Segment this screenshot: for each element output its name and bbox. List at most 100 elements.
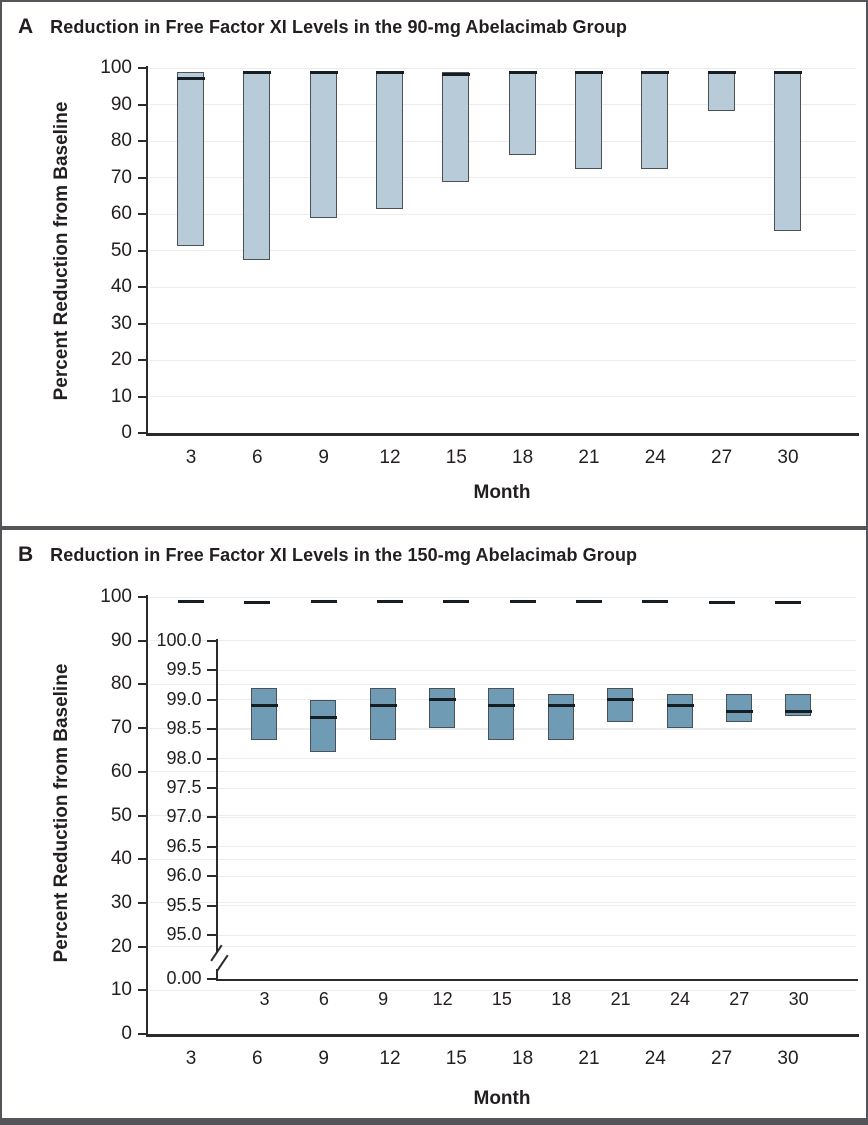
- x-tick-label: 6: [252, 1048, 263, 1069]
- box-month-21: [575, 71, 602, 170]
- y-tick-label: 100: [100, 57, 132, 78]
- y-tick-label: 90: [110, 93, 132, 115]
- x-axis: [145, 433, 859, 436]
- inset-median-month-6: [310, 715, 338, 719]
- x-tick-label: 6: [252, 447, 263, 468]
- x-tick-label: 18: [512, 1048, 534, 1069]
- grid-line: [150, 104, 856, 105]
- inset-y-tick: [206, 934, 216, 936]
- x-tick-label: 18: [512, 447, 534, 468]
- y-tick-label: 60: [110, 760, 132, 782]
- grid-line: [150, 323, 856, 324]
- inset-grid-line: [217, 758, 856, 760]
- median-month-6: [243, 70, 272, 74]
- inset-y-tick-label: 97.5: [166, 777, 202, 797]
- x-tick-label: 24: [644, 1048, 666, 1069]
- median-month-24: [641, 70, 670, 74]
- median-month-12: [377, 599, 403, 603]
- grid-line: [150, 250, 856, 251]
- inset-x-tick-label: 6: [318, 989, 329, 1009]
- median-month-15: [443, 600, 470, 604]
- inset-box-month-24: [666, 693, 693, 729]
- x-tick-label: 3: [185, 447, 197, 468]
- inset-median-month-3: [251, 704, 278, 708]
- inset-y-tick: [206, 728, 216, 731]
- panel-b-x-axis-label: Month: [473, 1088, 531, 1109]
- inset-y-tick-label: 100.0: [156, 630, 202, 650]
- inset-box-month-6: [310, 699, 337, 752]
- x-tick-label: 21: [578, 447, 600, 468]
- y-tick: [137, 249, 146, 252]
- box-month-9: [309, 71, 337, 219]
- inset-box-month-12: [429, 688, 456, 729]
- grid-line: [150, 596, 856, 598]
- inset-y-axis: [215, 639, 218, 952]
- x-tick-label: 12: [379, 447, 401, 468]
- y-tick-label: 50: [110, 239, 132, 261]
- grid-line: [150, 858, 856, 860]
- median-month-3: [178, 600, 204, 604]
- y-tick-label: 0: [121, 1023, 132, 1044]
- grid-line: [150, 946, 856, 948]
- inset-y-tick-label: 95.5: [166, 894, 202, 915]
- grid-line: [150, 815, 856, 816]
- x-tick-label: 30: [777, 447, 799, 468]
- inset-y-tick: [206, 845, 216, 848]
- box-month-15: [442, 71, 470, 182]
- inset-y-tick: [206, 978, 216, 980]
- inset-x-tick-label: 9: [378, 989, 389, 1009]
- median-month-27: [707, 70, 736, 74]
- inset-median-month-24: [666, 704, 694, 708]
- inset-box-month-21: [607, 688, 634, 723]
- inset-grid-line: [217, 699, 856, 701]
- inset-x-tick-label: 12: [432, 989, 453, 1009]
- median-month-18: [508, 70, 537, 74]
- x-tick-label: 30: [777, 1048, 799, 1069]
- y-axis: [145, 595, 148, 1036]
- inset-median-month-27: [725, 710, 753, 714]
- panel-a-letter: A: [18, 15, 34, 38]
- box-month-24: [641, 71, 669, 170]
- y-tick-label: 0: [121, 422, 132, 443]
- median-month-30: [774, 70, 802, 74]
- inset-median-month-15: [488, 704, 516, 708]
- panel-b-title: Reduction in Free Factor XI Levels in th…: [50, 545, 638, 565]
- inset-box-month-27: [725, 693, 752, 723]
- inset-box-month-15: [488, 688, 515, 740]
- inset-y-tick-label: 0.00: [166, 968, 202, 988]
- y-tick: [137, 814, 146, 817]
- inset-median-month-30: [785, 710, 813, 714]
- inset-grid-line: [217, 875, 856, 877]
- y-tick-label: 10: [110, 385, 132, 407]
- panel-b-y-axis-label: Percent Reduction from Baseline: [51, 663, 72, 963]
- inset-grid-line: [217, 846, 856, 848]
- x-tick-label: 24: [644, 447, 666, 468]
- inset-median-month-18: [547, 704, 575, 708]
- x-axis: [145, 1034, 859, 1037]
- box-month-30: [774, 71, 801, 232]
- panel-b: B Reduction in Free Factor XI Levels in …: [0, 528, 868, 1125]
- y-tick: [137, 989, 146, 992]
- y-tick-label: 90: [110, 629, 132, 651]
- panel-b-title-row: B Reduction in Free Factor XI Levels in …: [2, 530, 866, 567]
- y-tick-label: 40: [110, 276, 132, 297]
- y-tick: [137, 322, 146, 325]
- box-month-6: [243, 71, 271, 261]
- x-tick-label: 21: [578, 1048, 600, 1069]
- inset-grid-line: [217, 787, 856, 789]
- grid-line: [150, 396, 856, 397]
- y-tick-label: 50: [110, 804, 132, 826]
- x-tick-label: 3: [185, 1048, 197, 1069]
- panel-b-letter: B: [18, 543, 34, 566]
- x-tick-label: 27: [711, 447, 733, 468]
- inset-y-tick: [206, 904, 216, 907]
- y-tick: [137, 67, 146, 69]
- y-tick: [137, 945, 146, 948]
- y-tick-label: 80: [110, 673, 132, 695]
- grid-line: [150, 140, 856, 142]
- median-month-3: [177, 76, 205, 80]
- y-tick: [137, 395, 146, 398]
- box-month-3: [177, 71, 204, 246]
- x-tick-label: 9: [318, 1048, 329, 1069]
- box-month-18: [508, 71, 536, 155]
